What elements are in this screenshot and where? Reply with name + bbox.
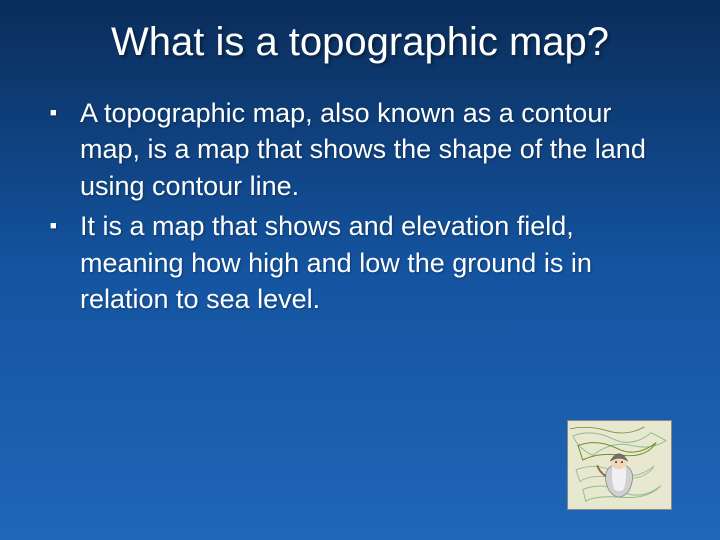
list-item: It is a map that shows and elevation fie… bbox=[50, 208, 670, 317]
topographic-map-clipart bbox=[567, 420, 672, 510]
slide: What is a topographic map? A topographic… bbox=[0, 0, 720, 540]
list-item: A topographic map, also known as a conto… bbox=[50, 95, 670, 204]
bullet-list: A topographic map, also known as a conto… bbox=[50, 95, 670, 318]
slide-title: What is a topographic map? bbox=[50, 20, 670, 65]
